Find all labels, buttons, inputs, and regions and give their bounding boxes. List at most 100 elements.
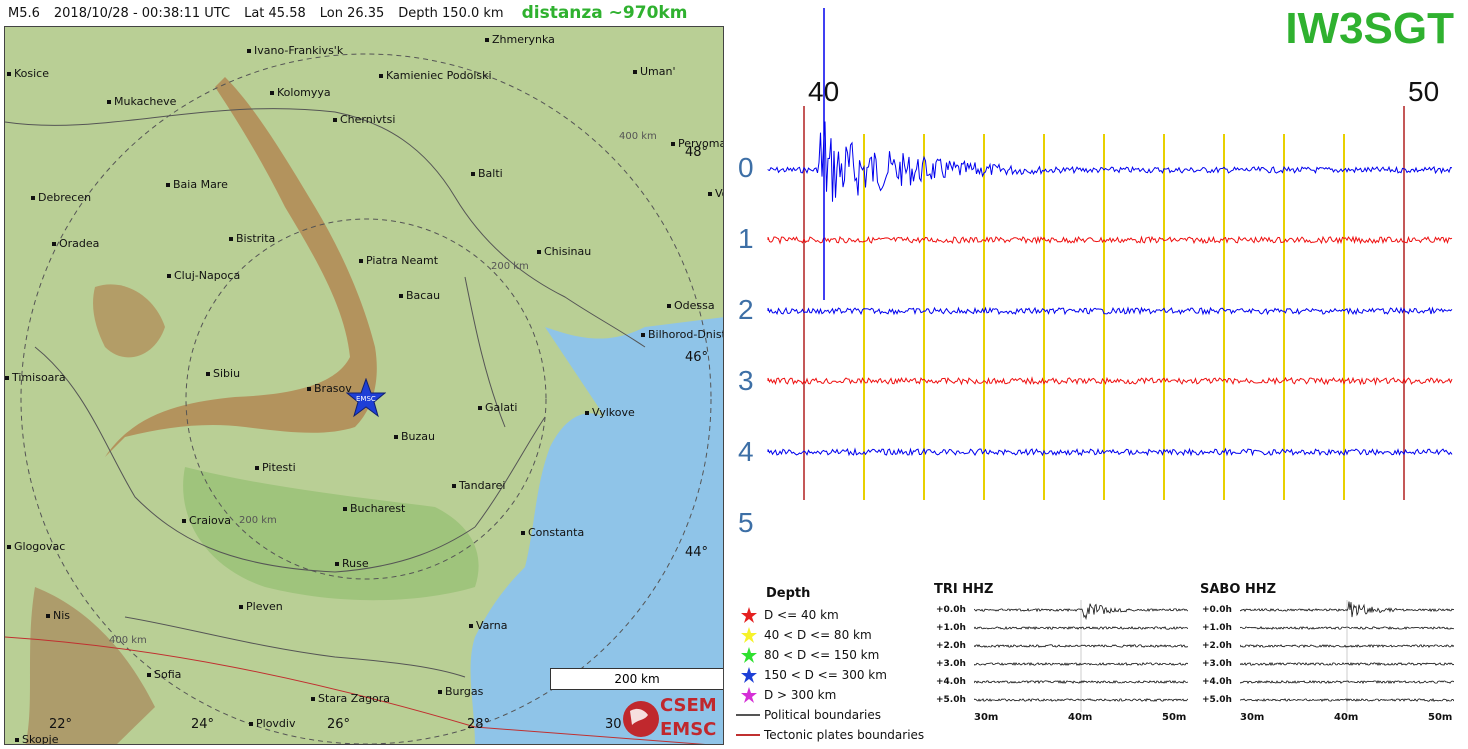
legend-label: D <= 40 km bbox=[764, 608, 839, 622]
city-label: Nis bbox=[46, 609, 70, 622]
magnitude: M5.6 bbox=[8, 5, 40, 21]
legend-item: D > 300 km bbox=[734, 685, 924, 705]
legend-item: Tectonic plates boundaries bbox=[734, 725, 924, 745]
city-label: Debrecen bbox=[31, 191, 91, 204]
emsc-logo: CSEM EMSC bbox=[622, 693, 722, 743]
mini-title: TRI HHZ bbox=[934, 582, 994, 597]
mini-trace bbox=[974, 644, 1188, 648]
city-label: Baia Mare bbox=[166, 178, 228, 191]
mini-trace bbox=[1240, 661, 1454, 667]
epicenter-star-icon bbox=[346, 378, 386, 418]
city-label: Pitesti bbox=[255, 461, 296, 474]
city-label: Buzau bbox=[394, 430, 435, 443]
event-lat: Lat 45.58 bbox=[244, 5, 306, 21]
map-terrain bbox=[5, 53, 723, 744]
row-label: 0 bbox=[738, 152, 754, 183]
legend-label: 150 < D <= 300 km bbox=[764, 668, 887, 682]
hour-label: +3.0h bbox=[936, 659, 966, 669]
city-label: Cluj-Napoca bbox=[167, 269, 240, 282]
mini-helicorder-sabo: SABO HHZ +0.0h +1.0h +2.0h +3.0h +4.0h +… bbox=[1200, 582, 1460, 747]
seismic-trace bbox=[767, 235, 1453, 245]
mini-trace-plot bbox=[1240, 600, 1454, 712]
city-label: Odessa bbox=[667, 299, 715, 312]
legend-label: Political boundaries bbox=[764, 708, 881, 722]
city-label: Stara Zagora bbox=[311, 692, 390, 705]
hour-label: +1.0h bbox=[1202, 623, 1232, 633]
distance-label: distanza ~970km bbox=[521, 3, 688, 23]
city-label: Vylkove bbox=[585, 406, 635, 419]
legend-label: D > 300 km bbox=[764, 688, 837, 702]
city-label: Vo bbox=[708, 187, 723, 200]
legend-item: D <= 40 km bbox=[734, 605, 924, 625]
mini-trace bbox=[1240, 697, 1454, 703]
lat-label: 44° bbox=[685, 545, 709, 560]
seismic-trace bbox=[767, 306, 1453, 316]
city-label: Brasov bbox=[307, 382, 352, 395]
city-label: Timisoara bbox=[5, 371, 66, 384]
legend-item: Political boundaries bbox=[734, 705, 924, 725]
legend-label: 40 < D <= 80 km bbox=[764, 628, 872, 642]
city-label: Pleven bbox=[239, 600, 283, 613]
city-label: Ivano-Frankivs'k bbox=[247, 44, 343, 57]
city-label: Galati bbox=[478, 401, 517, 414]
hour-label: +4.0h bbox=[936, 677, 966, 687]
mini-trace bbox=[974, 661, 1188, 667]
mini-trace bbox=[974, 625, 1188, 631]
city-label: Sibiu bbox=[206, 367, 240, 380]
blue-star-icon bbox=[734, 667, 764, 683]
x-label: 40m bbox=[1068, 712, 1093, 723]
x-label: 50m bbox=[1428, 712, 1453, 723]
legend-title: Depth bbox=[766, 586, 811, 601]
helicorder-plot bbox=[767, 8, 1453, 500]
row-label: 4 bbox=[738, 436, 754, 467]
ring-label: 200 km bbox=[239, 515, 277, 526]
ring-label: 400 km bbox=[109, 635, 147, 646]
row-label: 3 bbox=[738, 365, 754, 396]
mini-trace bbox=[1240, 601, 1454, 618]
city-label: Chernivtsi bbox=[333, 113, 395, 126]
lon-label: 26° bbox=[327, 717, 351, 732]
event-datetime: 2018/10/28 - 00:38:11 UTC bbox=[53, 5, 231, 21]
ring-label: 200 km bbox=[491, 261, 529, 272]
legend-item: 80 < D <= 150 km bbox=[734, 645, 924, 665]
yellow-star-icon bbox=[734, 627, 764, 643]
hour-label: +3.0h bbox=[1202, 659, 1232, 669]
city-label: Constanta bbox=[521, 526, 584, 539]
event-lon: Lon 26.35 bbox=[319, 5, 385, 21]
city-label: Tandarei bbox=[452, 479, 505, 492]
city-label: Mukacheve bbox=[107, 95, 176, 108]
event-depth: Depth 150.0 km bbox=[398, 5, 504, 21]
city-label: Piatra Neamt bbox=[359, 254, 438, 267]
mini-trace bbox=[1240, 680, 1454, 685]
epicenter-label: EMSC bbox=[356, 395, 376, 403]
seismic-trace bbox=[767, 447, 1453, 457]
city-label: Ruse bbox=[335, 557, 369, 570]
city-label: Bacau bbox=[399, 289, 440, 302]
city-label: Oradea bbox=[52, 237, 99, 250]
ring-label: 400 km bbox=[619, 131, 657, 142]
legend-label: Tectonic plates boundaries bbox=[764, 728, 925, 742]
hour-label: +4.0h bbox=[1202, 677, 1232, 687]
map-scale: 200 km bbox=[550, 668, 723, 690]
row-label: 5 bbox=[738, 507, 754, 538]
lat-label: 48° bbox=[685, 145, 709, 160]
hour-label: +0.0h bbox=[1202, 605, 1232, 615]
hour-label: +1.0h bbox=[936, 623, 966, 633]
row-label: 1 bbox=[738, 223, 754, 254]
city-label: Bistrita bbox=[229, 232, 275, 245]
city-label: Uman' bbox=[633, 65, 676, 78]
city-label: Sofia bbox=[147, 668, 181, 681]
city-label: Craiova bbox=[182, 514, 231, 527]
row-label: 2 bbox=[738, 294, 754, 325]
red-star-icon bbox=[734, 607, 764, 623]
political-line-icon bbox=[736, 714, 760, 716]
city-label: Kosice bbox=[7, 67, 49, 80]
city-label: Skopje bbox=[15, 733, 59, 744]
logo-bottom-text: EMSC bbox=[660, 719, 717, 740]
city-label: Bucharest bbox=[343, 502, 405, 515]
mini-trace bbox=[1240, 644, 1454, 649]
globe-icon bbox=[623, 701, 659, 737]
city-label: Balti bbox=[471, 167, 503, 180]
hour-label: +0.0h bbox=[936, 605, 966, 615]
x-label: 40m bbox=[1334, 712, 1359, 723]
